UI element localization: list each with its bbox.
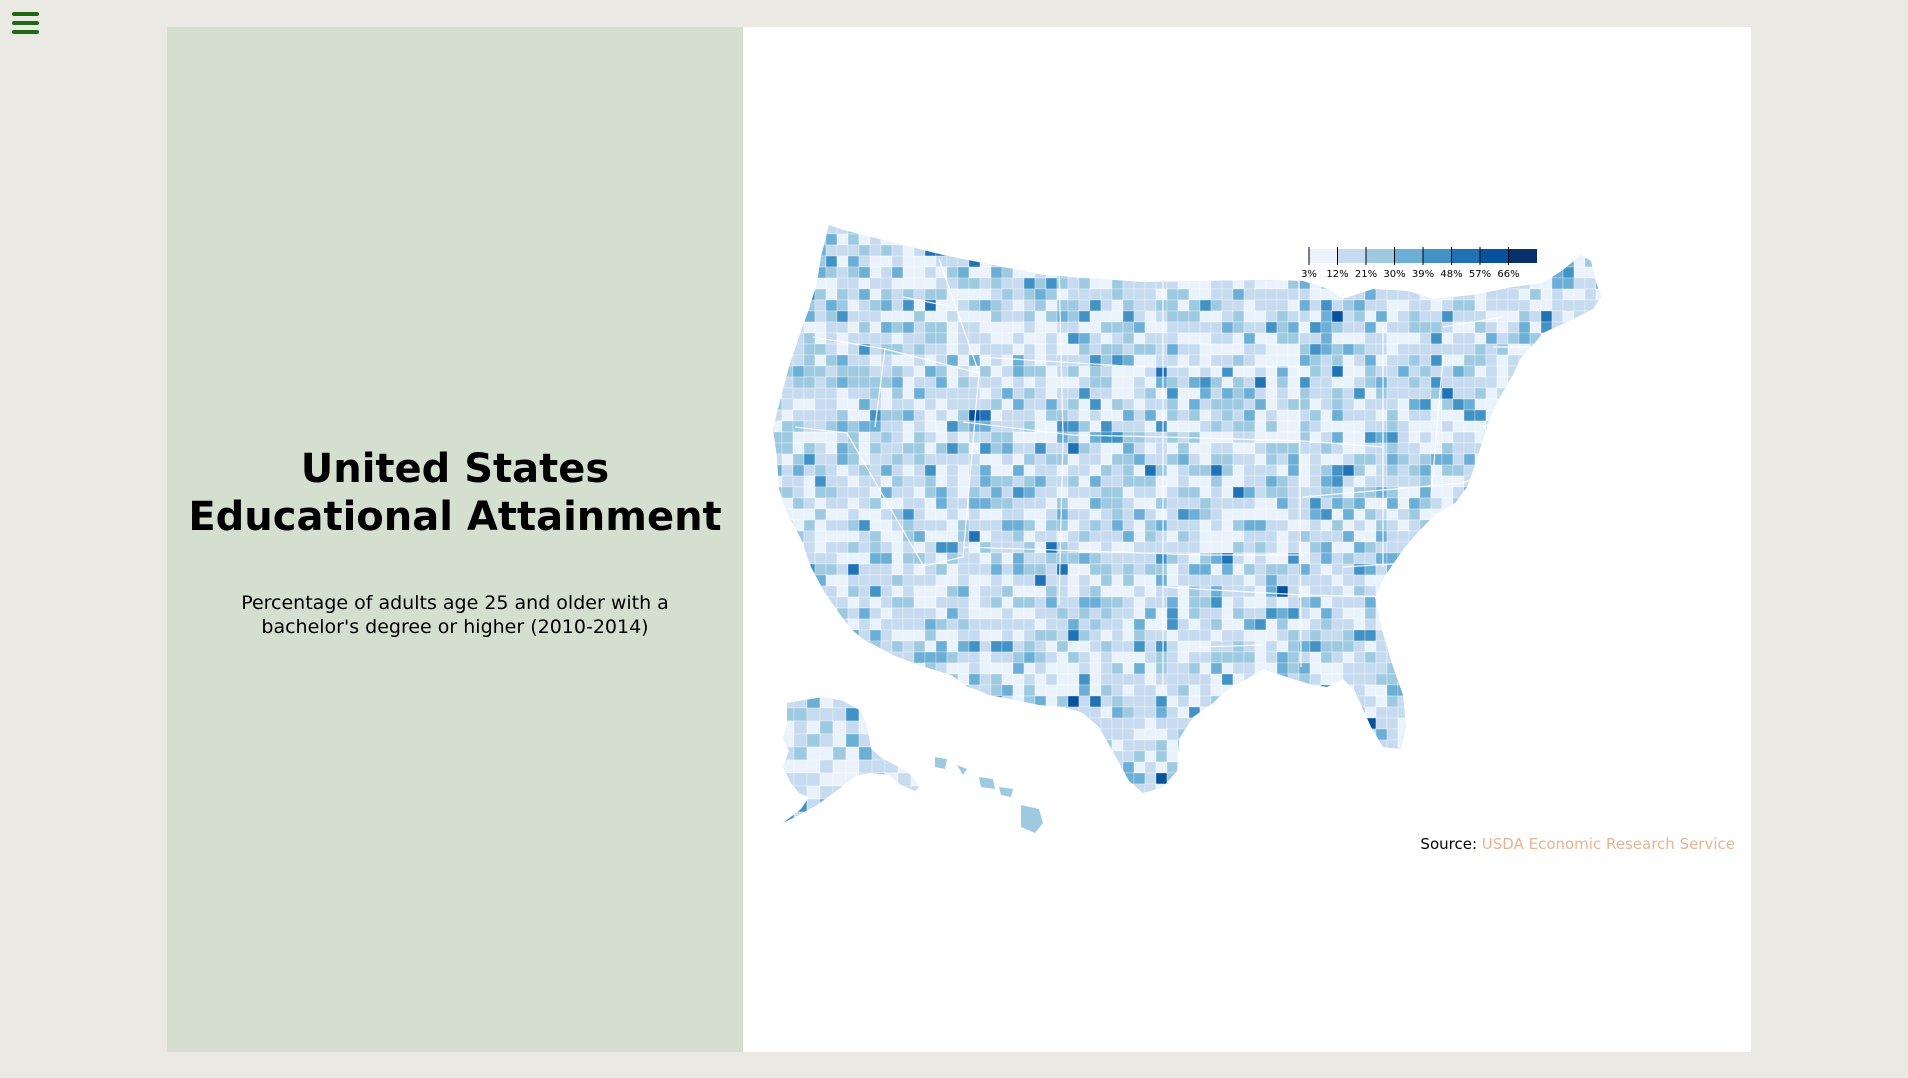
title-line-2: Educational Attainment [188,494,722,540]
legend-tick-label: 66% [1497,269,1519,280]
map-panel: 3% 12% 21% 30% 39% 48% 57% 66% Source: USDA Eco… [743,27,1751,1052]
legend-swatch [1480,249,1509,263]
contiguous-us-region [773,225,1601,793]
menu-bar [12,12,39,16]
legend-swatch [1309,249,1338,263]
page-title: United States Educational Attainment [167,445,743,541]
menu-bar [12,30,39,34]
legend-swatch [1451,249,1480,263]
legend-tick-label: 3% [1301,269,1317,280]
hamburger-menu-icon[interactable] [12,12,39,34]
menu-bar [12,21,39,25]
hawaii-region [935,757,1043,833]
map-legend: 3% 12% 21% 30% 39% 48% 57% 66% [1301,247,1537,280]
legend-swatch [1394,249,1423,263]
legend-swatch [1508,249,1537,263]
page-subtitle: Percentage of adults age 25 and older wi… [241,592,669,638]
legend-tick-label: 30% [1383,269,1405,280]
alaska-region [783,697,919,823]
content-card: United States Educational Attainment Per… [167,27,1751,1052]
source-credit: Source: USDA Economic Research Service [1420,835,1735,853]
legend-swatch [1423,249,1452,263]
legend-tick-label: 48% [1440,269,1462,280]
legend-swatch [1366,249,1395,263]
source-link[interactable]: USDA Economic Research Service [1481,835,1735,853]
legend-tick-label: 21% [1355,269,1377,280]
legend-tick-label: 57% [1469,269,1491,280]
legend-swatch [1337,249,1366,263]
legend-tick-label: 39% [1412,269,1434,280]
title-line-1: United States [300,446,610,492]
source-label: Source: [1420,835,1477,853]
choropleth-map[interactable]: 3% 12% 21% 30% 39% 48% 57% 66% [743,27,1751,1052]
legend-tick-label: 12% [1326,269,1348,280]
description-panel: United States Educational Attainment Per… [167,27,743,1052]
